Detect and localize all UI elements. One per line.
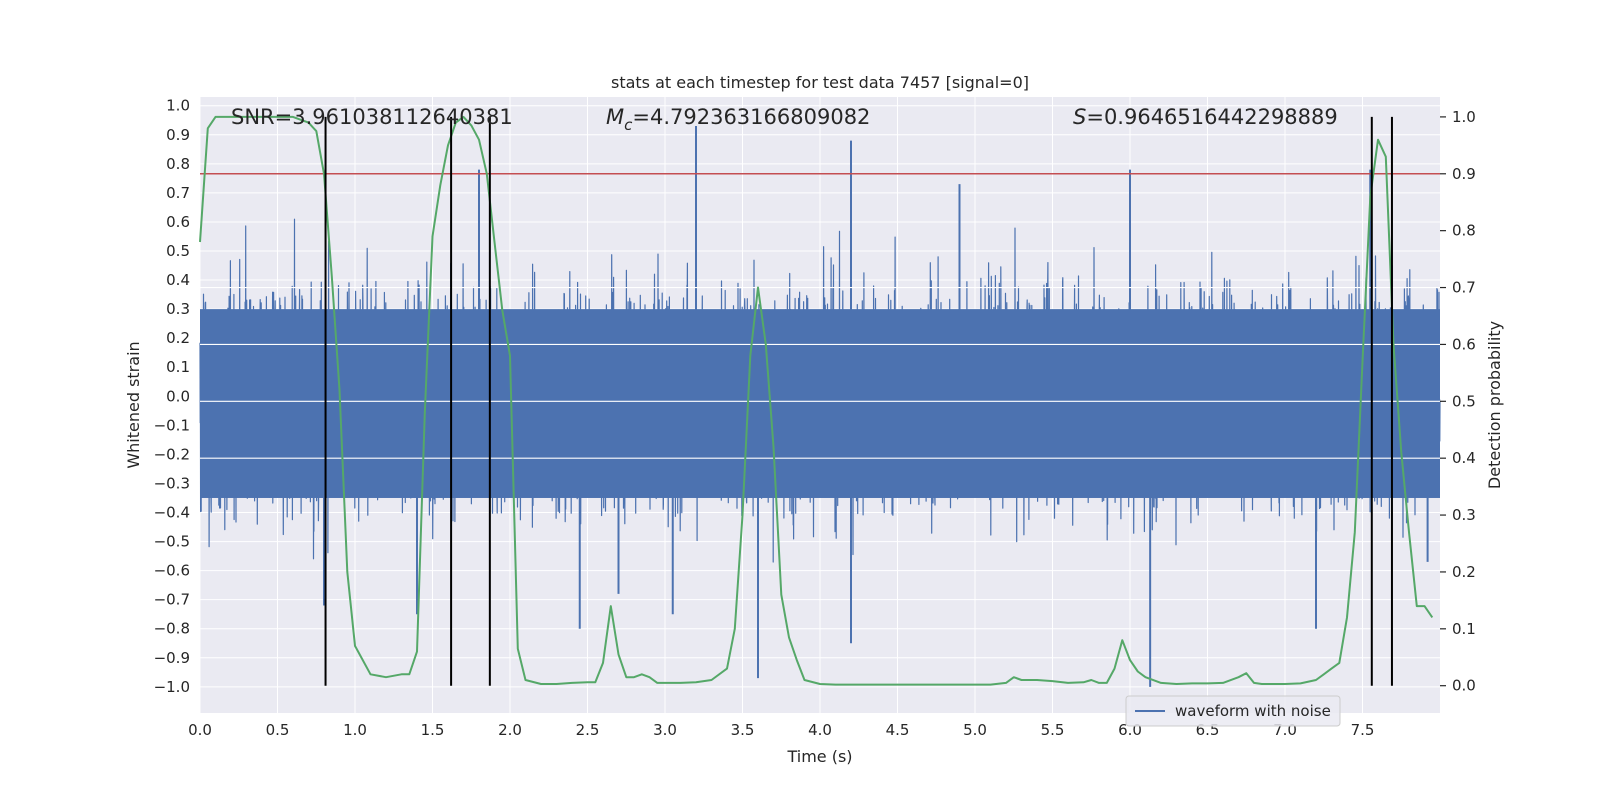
s-symbol: S [1073, 105, 1086, 129]
y-right-tick-label: 0.9 [1452, 165, 1476, 183]
x-tick-label: 1.0 [343, 721, 367, 739]
x-tick-label: 5.5 [1041, 721, 1065, 739]
x-tick-label: 0.5 [266, 721, 290, 739]
y-axis-right-label: Detection probability [1485, 321, 1504, 489]
y-left-tick-label: 0.3 [166, 300, 190, 318]
x-tick-label: 3.5 [731, 721, 755, 739]
x-tick-label: 1.5 [421, 721, 445, 739]
x-axis: 0.0 0.5 1.0 1.5 2.0 2.5 3.0 3.5 4.0 4.5 5.0 5.5 6.0 6… [188, 721, 1374, 739]
vertical-markers [324, 116, 1393, 686]
x-axis-label: Time (s) [786, 747, 852, 766]
legend-label: waveform with noise [1175, 702, 1331, 720]
y-right-tick-label: 0.3 [1452, 506, 1476, 524]
probability-series [199, 115, 1434, 686]
y-left-tick-label: −0.8 [154, 620, 190, 638]
y-axis-left: 1.0 0.9 0.8 0.7 0.6 0.5 0.4 0.3 0.2 0.1 0.0 −0.1 −0.… [154, 97, 190, 696]
y-right-tick-label: 0.7 [1452, 279, 1476, 297]
x-tick-label: 2.5 [576, 721, 600, 739]
y-left-tick-label: 0.8 [166, 155, 190, 173]
y-left-tick-label: 0.1 [166, 358, 190, 376]
x-tick-label: 4.5 [886, 721, 910, 739]
y-left-tick-label: 0.0 [166, 387, 190, 405]
snr-annotation: SNR=3.961038112640381 [231, 105, 513, 129]
y-axis-right: 1.0 0.9 0.8 0.7 0.6 0.5 0.4 0.3 0.2 0.1 0.0 [1440, 108, 1476, 695]
mc-symbol: M [606, 105, 624, 129]
score-annotation: S=0.9646516442298889 [1073, 105, 1338, 129]
y-left-tick-label: −1.0 [154, 678, 190, 696]
legend-box [1125, 695, 1341, 727]
x-tick-label: 7.5 [1351, 721, 1375, 739]
y-left-tick-label: 0.5 [166, 242, 190, 260]
y-left-tick-label: −0.6 [154, 562, 190, 580]
y-right-tick-label: 0.5 [1452, 392, 1476, 410]
y-right-tick-label: 0.8 [1452, 222, 1476, 240]
y-left-tick-label: 0.2 [166, 329, 190, 347]
y-left-tick-label: −0.3 [154, 474, 190, 492]
y-axis-left-label: Whitened strain [124, 341, 143, 468]
y-right-tick-label: 0.6 [1452, 335, 1476, 353]
y-left-tick-label: 0.9 [166, 126, 190, 144]
y-right-tick-label: 0.0 [1452, 677, 1476, 695]
mc-value: =4.792363166809082 [632, 105, 870, 129]
y-right-tick-label: 1.0 [1452, 108, 1476, 126]
y-right-tick-label: 0.4 [1452, 449, 1476, 467]
y-left-tick-label: −0.4 [154, 504, 190, 522]
y-left-tick-label: −0.1 [154, 416, 190, 434]
x-tick-label: 2.0 [498, 721, 522, 739]
x-tick-label: 4.0 [808, 721, 832, 739]
y-left-tick-label: −0.5 [154, 533, 190, 551]
mc-subscript: c [624, 116, 633, 134]
chart-title: stats at each timestep for test data 745… [611, 73, 1029, 92]
y-left-tick-label: 0.7 [166, 184, 190, 202]
x-tick-label: 5.0 [963, 721, 987, 739]
y-right-tick-label: 0.2 [1452, 563, 1476, 581]
y-left-tick-label: −0.7 [154, 591, 190, 609]
y-left-tick-label: 1.0 [166, 97, 190, 115]
legend: waveform with noise [1125, 695, 1341, 727]
x-tick-label: 3.0 [653, 721, 677, 739]
s-value: =0.9646516442298889 [1086, 105, 1337, 129]
y-left-tick-label: −0.9 [154, 649, 190, 667]
y-right-tick-label: 0.1 [1452, 620, 1476, 638]
chirp-mass-annotation: Mc=4.792363166809082 [606, 105, 870, 134]
y-left-tick-label: 0.6 [166, 213, 190, 231]
y-left-tick-label: −0.2 [154, 445, 190, 463]
waveform-series [199, 126, 1441, 687]
y-left-tick-label: 0.4 [166, 271, 190, 289]
x-tick-label: 0.0 [188, 721, 212, 739]
waveform-core-band [200, 309, 1440, 498]
probability-line [199, 115, 1434, 686]
